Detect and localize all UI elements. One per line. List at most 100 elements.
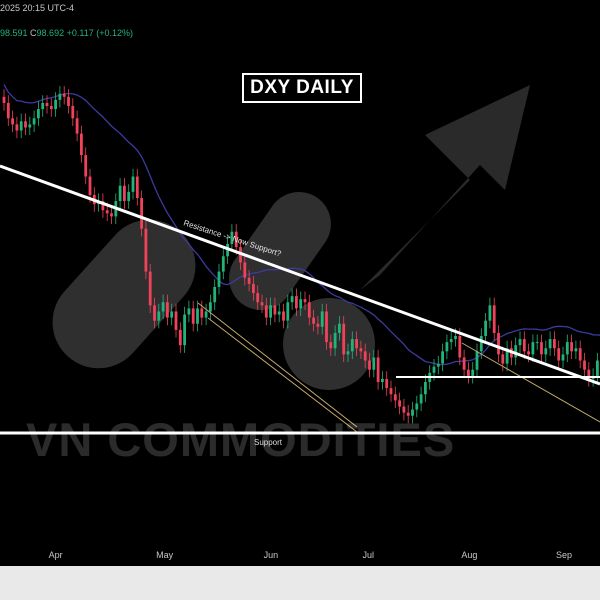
candle <box>535 342 539 344</box>
candle <box>325 311 328 343</box>
candle <box>578 348 582 361</box>
candle <box>406 412 410 416</box>
candle <box>359 348 363 352</box>
candle <box>75 118 79 134</box>
candle <box>67 96 70 106</box>
resistance-trendline <box>0 164 600 386</box>
candle <box>101 201 105 211</box>
candle <box>342 323 346 355</box>
watermark: VN COMMODITIES <box>26 413 456 466</box>
chart-frame: 2025 20:15 UTC-4 98.591 C98.692 +0.117 (… <box>0 0 600 566</box>
candles <box>2 86 599 424</box>
candle <box>166 302 169 318</box>
candle <box>196 308 199 324</box>
x-axis: Apr May Jun Jul Aug Sep <box>49 550 572 560</box>
candle <box>514 345 518 358</box>
candle <box>290 296 294 303</box>
candle <box>415 403 419 410</box>
candle <box>299 299 303 309</box>
candle <box>247 277 251 284</box>
candle <box>389 388 393 395</box>
logo-backdrop <box>52 85 530 390</box>
channel-line-upper <box>197 302 358 428</box>
candle <box>312 317 315 324</box>
close-prefix: C <box>30 28 37 38</box>
candle <box>178 329 182 346</box>
candle <box>449 339 453 343</box>
candle <box>402 406 406 413</box>
partial-value: 98.591 <box>0 28 28 38</box>
candle <box>501 354 505 364</box>
candle <box>84 155 88 177</box>
channel-line-right <box>461 342 600 423</box>
candle <box>548 339 552 349</box>
candle <box>161 302 165 312</box>
candle <box>243 262 247 278</box>
candle <box>110 213 113 217</box>
candle <box>363 351 367 361</box>
candle <box>333 332 337 349</box>
candle <box>131 176 135 192</box>
moving-average-line <box>3 84 600 366</box>
candle <box>574 348 578 352</box>
month-tick-label: Aug <box>461 550 477 560</box>
candle <box>183 314 186 346</box>
candle <box>467 369 470 376</box>
candle <box>462 357 466 370</box>
month-tick-label: Jul <box>363 550 375 560</box>
candle <box>6 102 10 119</box>
candle <box>221 256 225 272</box>
support-label: Support <box>254 438 283 447</box>
candle <box>432 366 436 373</box>
change-value: +0.117 (+0.12%) <box>66 28 133 38</box>
candle <box>213 286 217 303</box>
candle <box>157 311 161 321</box>
month-tick-label: Jun <box>264 550 279 560</box>
candle <box>264 305 268 318</box>
candle <box>411 409 414 416</box>
candle <box>234 231 238 248</box>
candle <box>557 348 561 361</box>
candle <box>252 283 255 294</box>
candle <box>303 299 307 303</box>
candle <box>24 121 27 128</box>
price-chart[interactable]: Resistance -> Now Support? Apr May Jun Jul A… <box>0 0 600 566</box>
candle <box>346 351 350 355</box>
arrow-up-icon <box>360 85 530 290</box>
candle <box>338 323 341 333</box>
candle <box>320 311 324 327</box>
candle <box>144 228 148 272</box>
logo-dot <box>283 298 375 390</box>
candle <box>479 336 483 352</box>
candle <box>436 363 440 367</box>
candle <box>28 124 32 128</box>
candle <box>350 339 354 352</box>
candle <box>531 342 535 355</box>
candle <box>19 121 23 131</box>
month-tick-label: Apr <box>49 550 63 560</box>
candle <box>419 394 423 404</box>
candle <box>307 302 311 318</box>
candle <box>191 308 195 324</box>
candle <box>49 106 53 110</box>
candle <box>11 118 14 125</box>
candle <box>398 400 401 407</box>
candle <box>140 198 143 229</box>
candle <box>587 369 591 379</box>
candle <box>527 351 530 355</box>
candle <box>544 348 548 355</box>
candle <box>187 308 191 315</box>
header-timestamp: 2025 20:15 UTC-4 <box>0 3 75 13</box>
candle <box>41 102 45 110</box>
candle <box>174 311 178 330</box>
close-value: 98.692 <box>36 28 65 38</box>
candle <box>368 360 371 370</box>
candle <box>269 305 272 318</box>
candle <box>15 124 19 131</box>
candle <box>475 351 479 370</box>
candle <box>277 311 281 315</box>
bottom-strip <box>0 566 600 600</box>
candle <box>372 357 376 370</box>
candle <box>45 102 49 106</box>
candle <box>127 191 131 202</box>
